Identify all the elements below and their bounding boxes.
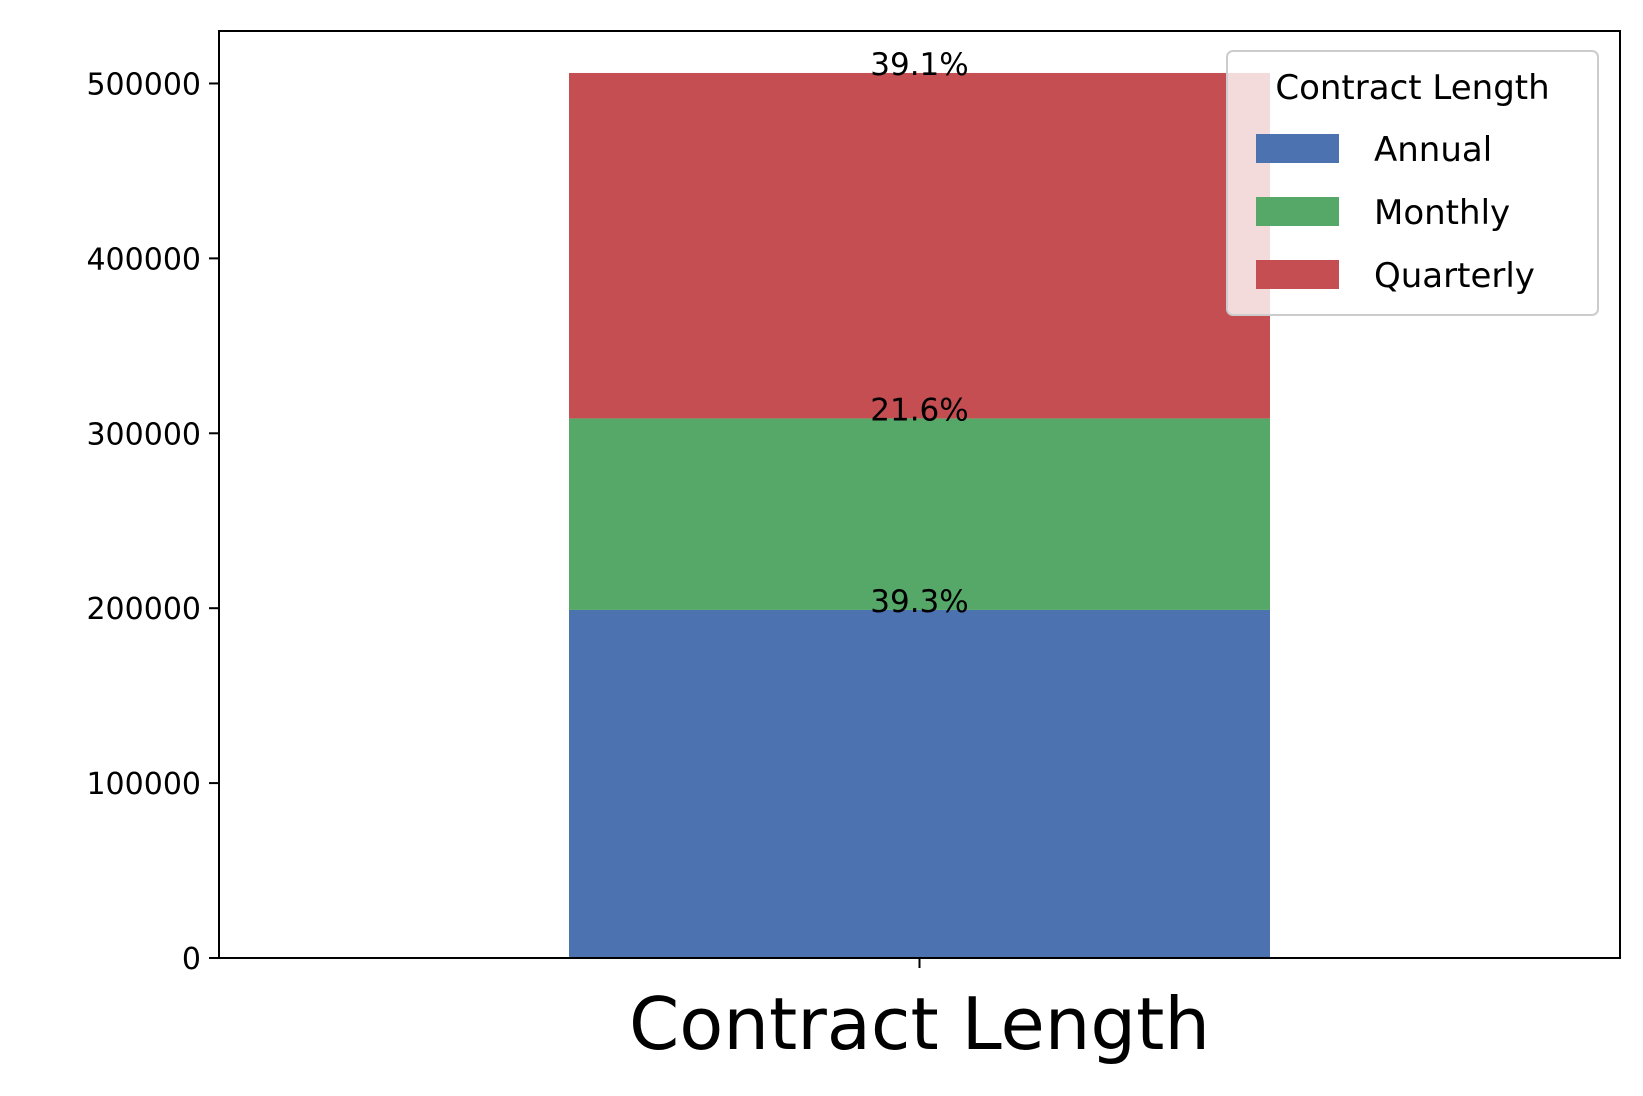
y-tick-label: 400000 xyxy=(86,242,201,277)
y-axis: 0 100000 200000 300000 400000 500000 xyxy=(86,67,219,977)
y-tick-label: 0 xyxy=(182,942,201,977)
legend-label-quarterly: Quarterly xyxy=(1374,256,1535,296)
legend: Contract Length Annual Monthly Quarterly xyxy=(1226,50,1599,316)
data-labels-group: 39.3% 21.6% 39.1% xyxy=(870,47,968,620)
y-tick-label: 500000 xyxy=(86,67,201,102)
x-axis-label: Contract Length xyxy=(629,982,1210,1066)
y-tick-label: 100000 xyxy=(86,767,201,802)
y-tick-label: 200000 xyxy=(86,592,201,627)
bar-segment-monthly xyxy=(569,418,1270,610)
data-label-monthly: 21.6% xyxy=(870,392,968,428)
data-label-quarterly: 39.1% xyxy=(870,47,968,83)
legend-box xyxy=(1226,50,1599,316)
bars-group xyxy=(569,72,1270,958)
bar-segment-annual xyxy=(569,609,1270,958)
y-tick-label: 300000 xyxy=(86,417,201,452)
bar-segment-quarterly xyxy=(569,72,1270,419)
legend-label-annual: Annual xyxy=(1374,130,1492,170)
legend-swatch-annual xyxy=(1256,134,1339,163)
data-label-annual: 39.3% xyxy=(870,584,968,620)
legend-title: Contract Length xyxy=(1275,68,1549,108)
legend-items: Annual Monthly Quarterly xyxy=(1256,130,1535,296)
legend-swatch-quarterly xyxy=(1256,260,1339,289)
legend-swatch-monthly xyxy=(1256,197,1339,226)
legend-label-monthly: Monthly xyxy=(1374,193,1510,233)
